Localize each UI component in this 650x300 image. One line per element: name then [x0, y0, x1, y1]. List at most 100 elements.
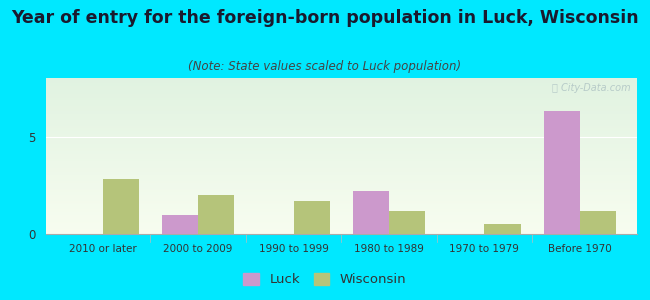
Bar	[46, 214, 637, 215]
Bar	[198, 195, 235, 234]
Bar	[46, 164, 637, 165]
Bar	[46, 139, 637, 140]
Bar	[46, 131, 637, 133]
Bar	[46, 114, 637, 116]
Bar	[389, 211, 425, 234]
Text: ⓘ City-Data.com: ⓘ City-Data.com	[552, 83, 631, 93]
Bar	[46, 136, 637, 137]
Bar	[46, 97, 637, 98]
Bar	[46, 158, 637, 159]
Bar	[46, 170, 637, 172]
Bar	[46, 108, 637, 109]
Bar	[46, 109, 637, 111]
Bar	[46, 112, 637, 114]
Bar	[46, 208, 637, 209]
Bar	[46, 228, 637, 229]
Legend: Luck, Wisconsin: Luck, Wisconsin	[239, 269, 411, 290]
Bar	[46, 226, 637, 228]
Bar	[46, 116, 637, 117]
Bar	[46, 159, 637, 161]
Bar	[46, 120, 637, 122]
Bar	[46, 95, 637, 97]
Bar	[46, 229, 637, 231]
Bar	[46, 134, 637, 136]
Bar	[46, 198, 637, 200]
Bar	[46, 178, 637, 179]
Bar	[46, 189, 637, 190]
Bar	[46, 98, 637, 100]
Bar	[46, 218, 637, 220]
Bar	[46, 165, 637, 167]
Bar	[46, 103, 637, 104]
Bar	[46, 212, 637, 214]
Bar	[46, 104, 637, 106]
Bar	[46, 106, 637, 108]
Bar	[46, 130, 637, 131]
Bar	[46, 179, 637, 181]
Bar	[46, 78, 637, 80]
Bar	[46, 206, 637, 208]
Bar	[46, 101, 637, 103]
Bar	[46, 175, 637, 176]
Bar	[46, 154, 637, 156]
Bar	[46, 161, 637, 162]
Bar	[46, 220, 637, 221]
Bar	[294, 201, 330, 234]
Bar	[46, 117, 637, 118]
Bar	[46, 192, 637, 194]
Bar	[46, 91, 637, 92]
Bar	[46, 209, 637, 211]
Bar	[353, 191, 389, 234]
Bar	[46, 89, 637, 91]
Bar	[46, 111, 637, 112]
Bar	[46, 225, 637, 226]
Bar	[580, 211, 616, 234]
Bar	[46, 172, 637, 173]
Bar	[46, 169, 637, 170]
Bar	[46, 126, 637, 128]
Bar	[46, 151, 637, 153]
Bar	[46, 133, 637, 134]
Bar	[46, 203, 637, 204]
Bar	[46, 83, 637, 84]
Bar	[46, 187, 637, 189]
Bar	[46, 125, 637, 126]
Bar	[46, 148, 637, 150]
Bar	[543, 111, 580, 234]
Bar	[46, 143, 637, 145]
Bar	[46, 200, 637, 201]
Bar	[46, 181, 637, 182]
Bar	[46, 182, 637, 184]
Bar	[46, 80, 637, 81]
Bar	[46, 176, 637, 178]
Bar	[46, 81, 637, 83]
Bar	[46, 186, 637, 187]
Bar	[46, 221, 637, 223]
Bar	[46, 217, 637, 218]
Bar	[46, 156, 637, 158]
Bar	[46, 140, 637, 142]
Text: Year of entry for the foreign-born population in Luck, Wisconsin: Year of entry for the foreign-born popul…	[11, 9, 639, 27]
Bar	[46, 128, 637, 130]
Bar	[46, 84, 637, 86]
Bar	[46, 195, 637, 196]
Bar	[46, 100, 637, 101]
Bar	[46, 211, 637, 212]
Bar	[103, 179, 139, 234]
Bar	[46, 162, 637, 164]
Text: (Note: State values scaled to Luck population): (Note: State values scaled to Luck popul…	[188, 60, 462, 73]
Bar	[46, 204, 637, 206]
Bar	[46, 150, 637, 151]
Bar	[46, 231, 637, 232]
Bar	[46, 190, 637, 192]
Bar	[46, 215, 637, 217]
Bar	[46, 201, 637, 203]
Bar	[46, 142, 637, 143]
Bar	[46, 94, 637, 95]
Bar	[46, 147, 637, 148]
Bar	[46, 86, 637, 87]
Bar	[46, 194, 637, 195]
Bar	[46, 196, 637, 198]
Bar	[46, 232, 637, 234]
Bar	[46, 92, 637, 94]
